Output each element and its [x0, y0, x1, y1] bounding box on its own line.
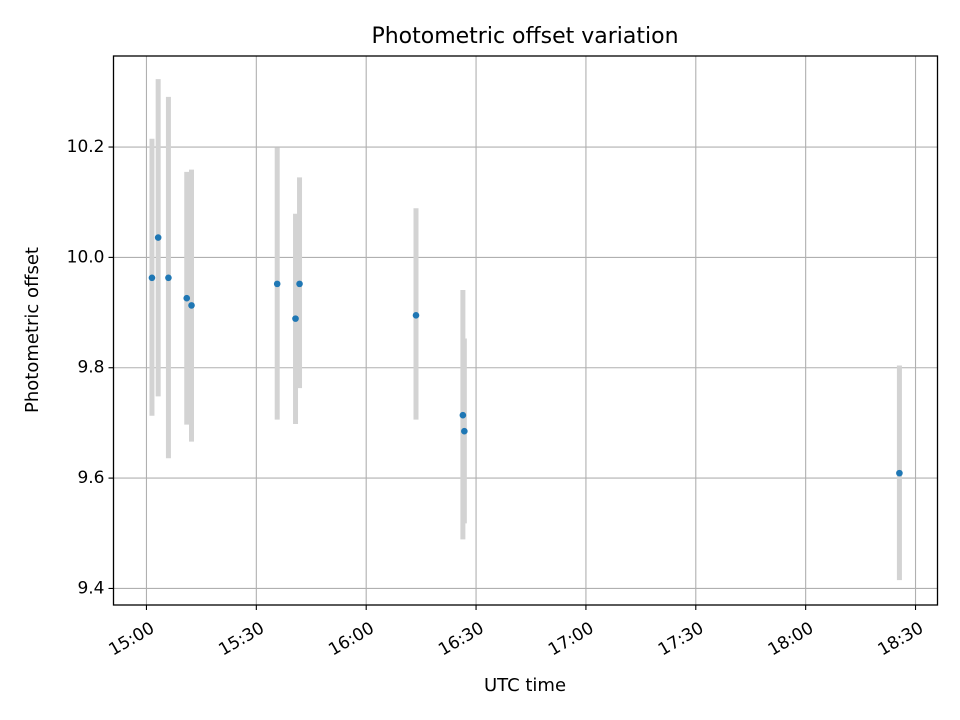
y-tick-label: 9.8	[77, 358, 104, 378]
y-tick-label: 10.2	[67, 137, 105, 157]
grid	[113, 56, 938, 605]
data-point	[148, 274, 156, 282]
data-point	[296, 280, 303, 288]
y-tick-label: 9.4	[77, 578, 104, 598]
chart-title: Photometric offset variation	[371, 24, 678, 49]
plot-frame	[112, 55, 939, 606]
data-point	[896, 469, 903, 477]
data-points	[148, 234, 903, 477]
data-point	[292, 315, 299, 322]
y-ticks: 9.4 9.6 9.8 10.0 10.2	[67, 137, 114, 598]
data-point	[273, 280, 281, 288]
data-point	[183, 294, 191, 302]
data-point	[165, 274, 172, 282]
data-point	[412, 312, 420, 319]
data-point	[154, 234, 162, 241]
data-point	[459, 411, 467, 419]
data-point	[461, 427, 468, 435]
y-axis-label: Photometric offset	[22, 247, 43, 413]
y-tick-label: 10.0	[67, 247, 105, 267]
data-point	[188, 302, 195, 309]
y-tick-label: 9.6	[77, 468, 104, 488]
x-axis-label: UTC time	[484, 675, 566, 696]
